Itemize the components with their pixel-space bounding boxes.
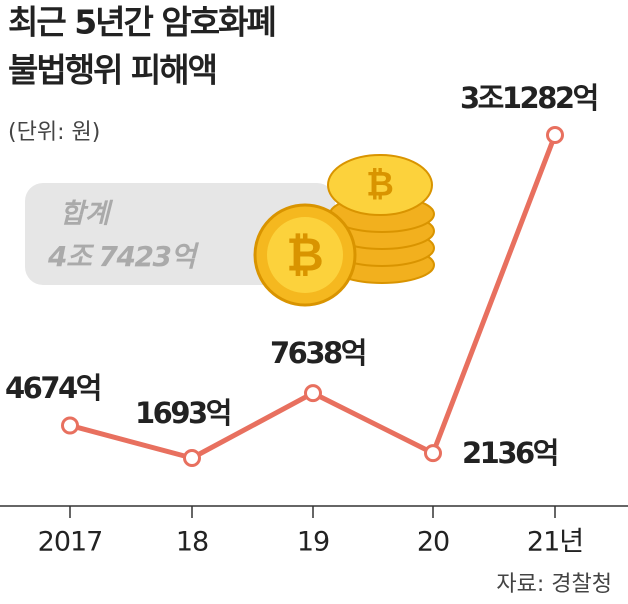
data-label: 2136억 <box>462 436 557 470</box>
x-tick-label: 21년 <box>527 527 583 558</box>
x-tick-label: 18 <box>176 527 208 558</box>
marker <box>304 384 322 403</box>
data-label: 4674억 <box>5 371 100 405</box>
x-tick-label: 2017 <box>38 527 103 558</box>
chart-title: 불법행위 피해액 <box>8 51 216 90</box>
svg-text:₿: ₿ <box>366 165 394 205</box>
marker <box>183 449 201 467</box>
data-label: 7638억 <box>270 336 365 370</box>
subtitle: (단위: 원) <box>8 120 100 145</box>
marker <box>424 444 442 463</box>
data-label: 1693억 <box>135 396 230 430</box>
marker <box>546 126 564 144</box>
x-tick-label: 20 <box>417 527 449 558</box>
svg-text:₿: ₿ <box>286 228 324 282</box>
data-label: 3조1282억 <box>460 81 597 115</box>
x-tick-label: 19 <box>297 527 329 558</box>
chart-title: 최근 5년간 암호화폐 <box>8 3 275 42</box>
coins: ₿ ₿ <box>253 154 435 307</box>
annotation: 합계 <box>60 199 114 230</box>
annotation: 4조 7423억 <box>47 240 199 273</box>
marker <box>61 416 79 435</box>
source: 자료: 경찰청 <box>496 572 612 597</box>
